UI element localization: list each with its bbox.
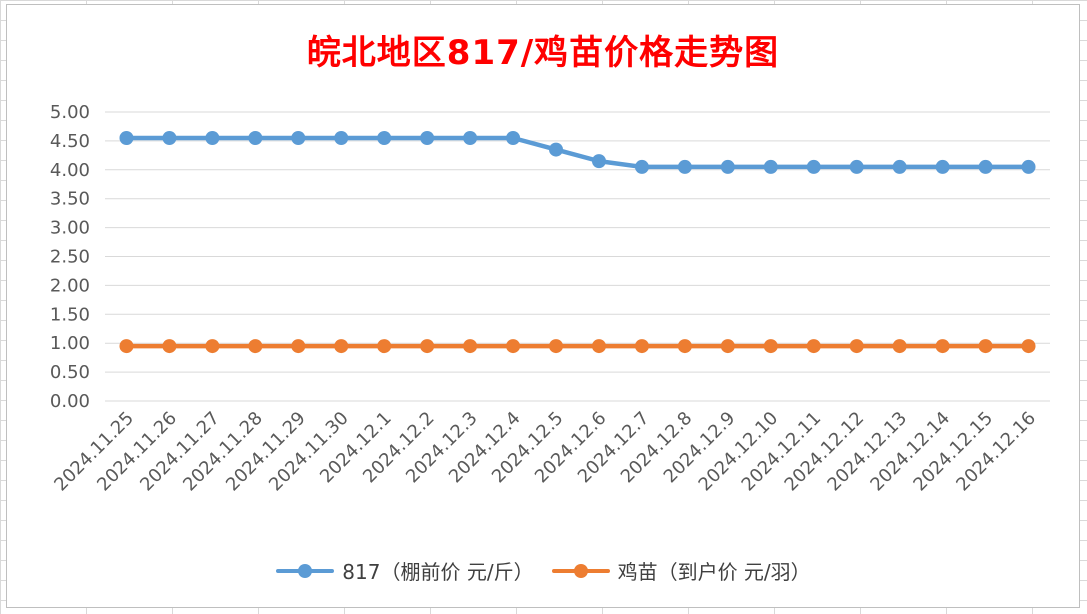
series-1 bbox=[119, 339, 1036, 354]
data-point[interactable] bbox=[763, 339, 778, 354]
data-point[interactable] bbox=[549, 142, 564, 157]
data-point[interactable] bbox=[291, 131, 306, 146]
chart-title: 皖北地区817/鸡苗价格走势图 bbox=[306, 33, 780, 73]
data-point[interactable] bbox=[935, 339, 950, 354]
data-point[interactable] bbox=[420, 339, 435, 354]
data-point[interactable] bbox=[806, 159, 821, 174]
y-tick-label: 1.50 bbox=[50, 304, 90, 325]
data-point[interactable] bbox=[634, 159, 649, 174]
y-tick-label: 4.50 bbox=[50, 131, 90, 152]
data-point[interactable] bbox=[549, 339, 564, 354]
legend-swatch-chick bbox=[551, 558, 610, 584]
data-point[interactable] bbox=[978, 159, 993, 174]
legend: 817（棚前价 元/斤） 鸡苗（到户价 元/羽） bbox=[0, 556, 1087, 585]
data-point[interactable] bbox=[677, 339, 692, 354]
y-tick-label: 1.00 bbox=[50, 333, 90, 354]
data-point[interactable] bbox=[377, 131, 392, 146]
data-point[interactable] bbox=[377, 339, 392, 354]
data-point[interactable] bbox=[291, 339, 306, 354]
data-point[interactable] bbox=[763, 159, 778, 174]
data-point[interactable] bbox=[420, 131, 435, 146]
data-point[interactable] bbox=[634, 339, 649, 354]
data-point[interactable] bbox=[892, 339, 907, 354]
data-point[interactable] bbox=[1021, 339, 1036, 354]
x-axis-ticks: 2024.11.252024.11.262024.11.272024.11.28… bbox=[50, 408, 1040, 496]
series-line bbox=[124, 135, 1031, 170]
data-point[interactable] bbox=[119, 339, 134, 354]
legend-item-chick[interactable]: 鸡苗（到户价 元/羽） bbox=[551, 556, 811, 585]
data-point[interactable] bbox=[248, 339, 263, 354]
gridlines bbox=[105, 111, 1050, 402]
data-point[interactable] bbox=[720, 159, 735, 174]
data-point[interactable] bbox=[334, 339, 349, 354]
data-point[interactable] bbox=[162, 131, 177, 146]
y-tick-label: 0.00 bbox=[50, 391, 90, 412]
y-tick-label: 3.00 bbox=[50, 218, 90, 239]
legend-swatch-817 bbox=[276, 558, 335, 584]
data-point[interactable] bbox=[849, 159, 864, 174]
y-tick-label: 0.50 bbox=[50, 362, 90, 383]
data-point[interactable] bbox=[978, 339, 993, 354]
series-lines bbox=[119, 131, 1036, 354]
data-point[interactable] bbox=[506, 131, 521, 146]
data-point[interactable] bbox=[506, 339, 521, 354]
data-point[interactable] bbox=[720, 339, 735, 354]
data-point[interactable] bbox=[205, 131, 220, 146]
y-tick-label: 2.50 bbox=[50, 247, 90, 268]
y-tick-label: 4.00 bbox=[50, 160, 90, 181]
data-point[interactable] bbox=[849, 339, 864, 354]
data-point[interactable] bbox=[205, 339, 220, 354]
data-point[interactable] bbox=[677, 159, 692, 174]
data-point[interactable] bbox=[935, 159, 950, 174]
data-point[interactable] bbox=[892, 159, 907, 174]
data-point[interactable] bbox=[119, 131, 134, 146]
y-tick-label: 2.00 bbox=[50, 275, 90, 296]
y-tick-label: 5.00 bbox=[50, 102, 90, 123]
data-point[interactable] bbox=[591, 339, 606, 354]
y-tick-label: 3.50 bbox=[50, 189, 90, 210]
y-axis-ticks: 0.00 0.50 1.00 1.50 2.00 2.50 3.00 3.50 4.00 4.50… bbox=[50, 102, 90, 412]
data-point[interactable] bbox=[591, 154, 606, 169]
series-0 bbox=[119, 131, 1036, 174]
data-point[interactable] bbox=[806, 339, 821, 354]
chart-area[interactable]: 皖北地区817/鸡苗价格走势图 bbox=[6, 4, 1080, 608]
data-point[interactable] bbox=[463, 131, 478, 146]
legend-item-817[interactable]: 817（棚前价 元/斤） bbox=[276, 556, 534, 585]
legend-label-817: 817（棚前价 元/斤） bbox=[342, 560, 534, 584]
data-point[interactable] bbox=[248, 131, 263, 146]
legend-label-chick: 鸡苗（到户价 元/羽） bbox=[617, 560, 811, 584]
data-point[interactable] bbox=[463, 339, 478, 354]
data-point[interactable] bbox=[162, 339, 177, 354]
data-point[interactable] bbox=[1021, 159, 1036, 174]
data-point[interactable] bbox=[334, 131, 349, 146]
